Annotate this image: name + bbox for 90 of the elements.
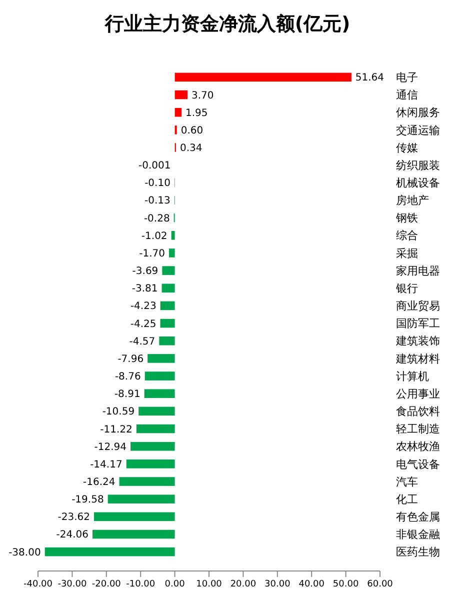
data-label: -14.17 [90, 459, 122, 470]
y-tick-label: 休闲服务 [396, 106, 440, 120]
x-tick-label: 50.00 [332, 579, 359, 590]
bar [136, 424, 175, 434]
data-label: -7.96 [118, 354, 144, 365]
y-tick-label: 传媒 [396, 141, 418, 154]
y-tick-label: 有色金属 [396, 510, 440, 524]
data-label: -10.59 [102, 406, 135, 418]
bar [108, 494, 175, 504]
y-tick-label: 综合 [396, 229, 418, 242]
data-label: 0.34 [180, 143, 202, 154]
bar [94, 512, 175, 522]
bar [44, 547, 175, 556]
data-label: -16.24 [83, 477, 116, 488]
y-tick-label: 公用事业 [396, 387, 440, 400]
data-label: -4.23 [130, 301, 156, 312]
bar [174, 108, 182, 117]
y-tick-label: 国防军工 [396, 317, 440, 330]
data-label: -0.001 [138, 160, 171, 172]
bar [160, 301, 175, 310]
bar [174, 72, 352, 82]
y-tick-label: 通信 [396, 88, 418, 102]
data-label: 1.95 [185, 108, 208, 119]
bar [148, 354, 175, 363]
y-tick-label: 计算机 [396, 370, 429, 383]
y-tick-label: 机械设备 [396, 176, 440, 190]
data-label: -19.58 [72, 494, 104, 506]
data-label: -8.91 [114, 389, 140, 400]
y-tick-label: 建筑装饰 [395, 334, 440, 348]
x-tick-label: 30.00 [264, 579, 291, 590]
y-tick-label: 电子 [396, 71, 418, 84]
y-tick-label: 采掘 [396, 246, 418, 260]
data-label: -0.13 [144, 196, 170, 207]
data-label: -24.06 [56, 530, 89, 541]
data-label: -12.94 [94, 442, 127, 453]
data-label: 0.60 [180, 125, 204, 136]
y-tick-label: 房地产 [396, 194, 429, 208]
x-tick-label: 40.00 [298, 579, 325, 590]
y-tick-label: 轻工制造 [396, 422, 440, 436]
y-tick-label: 家用电器 [396, 264, 440, 278]
y-tick-label: 农林牧渔 [396, 440, 440, 454]
data-label: -1.02 [141, 230, 168, 242]
bar [159, 336, 175, 346]
y-tick-label: 食品饮料 [396, 405, 440, 418]
data-label: -1.70 [139, 248, 165, 260]
x-tick-label: -30.00 [58, 579, 87, 590]
y-tick-label: 电气设备 [396, 458, 440, 471]
data-label: -3.69 [132, 266, 158, 278]
bar [119, 477, 175, 486]
data-label: -4.25 [130, 318, 156, 330]
bar [162, 266, 175, 275]
bar [144, 372, 175, 380]
data-label: -4.57 [129, 336, 156, 348]
bar [171, 231, 175, 240]
x-tick-label: -10.00 [126, 579, 156, 590]
y-tick-label: 交通运输 [396, 124, 440, 137]
data-label: -38.00 [8, 547, 41, 558]
x-tick-label: -40.00 [23, 579, 53, 590]
bar [138, 406, 175, 416]
bar [160, 318, 175, 328]
bar [130, 442, 175, 451]
x-tick-label: 60.00 [367, 579, 394, 590]
x-tick-label: -20.00 [92, 579, 122, 590]
data-label: -8.76 [114, 372, 141, 383]
y-tick-label: 医药生物 [396, 546, 440, 559]
y-tick-label: 非银金融 [396, 528, 440, 542]
data-label: -3.81 [132, 284, 158, 295]
bar [92, 530, 175, 539]
y-tick-label: 钢铁 [395, 212, 418, 225]
x-tick-label: 10.00 [196, 579, 222, 590]
y-tick-label: 化工 [396, 492, 418, 506]
y-tick-label: 建筑材料 [395, 352, 440, 366]
data-label: 51.64 [355, 72, 384, 84]
bar [168, 248, 175, 258]
bar [144, 389, 175, 398]
x-tick-label: 20.00 [230, 579, 256, 590]
data-label: 3.70 [191, 90, 214, 102]
x-tick-label: 0.00 [164, 579, 186, 590]
y-tick-label: 商业贸易 [396, 300, 440, 313]
y-tick-label: 银行 [395, 282, 418, 295]
bar [162, 284, 175, 293]
chart-title: 行业主力资金净流入额(亿元) [104, 13, 350, 35]
y-tick-label: 纺织服装 [396, 158, 440, 172]
bar [126, 460, 175, 468]
data-label: -23.62 [58, 512, 90, 524]
data-label: -11.22 [100, 424, 132, 436]
bar [174, 90, 188, 100]
data-label: -0.28 [144, 213, 170, 224]
data-label: -0.10 [144, 178, 170, 190]
y-tick-label: 汽车 [396, 475, 418, 488]
